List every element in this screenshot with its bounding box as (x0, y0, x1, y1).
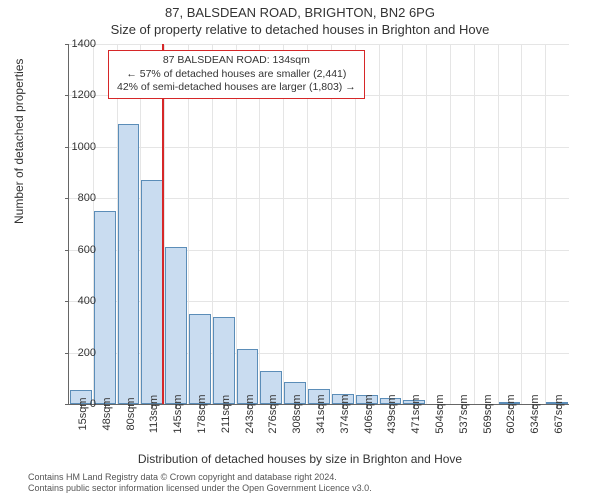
y-axis-label: Number of detached properties (12, 59, 26, 224)
histogram-bar (118, 124, 140, 404)
ytick-label: 400 (64, 295, 96, 307)
callout-line-3: 42% of semi-detached houses are larger (… (117, 81, 356, 95)
histogram-bar (165, 247, 187, 404)
footer-line-2: Contains public sector information licen… (28, 483, 580, 494)
xtick-label: 15sqm (77, 397, 89, 430)
xtick-label: 374sqm (339, 394, 351, 433)
gridline-v (379, 44, 380, 404)
xtick-label: 537sqm (458, 394, 470, 433)
xtick-label: 341sqm (315, 394, 327, 433)
ytick-label: 1000 (64, 141, 96, 153)
chart-address-title: 87, BALSDEAN ROAD, BRIGHTON, BN2 6PG (0, 5, 600, 20)
chart-subtitle: Size of property relative to detached ho… (0, 22, 600, 37)
xtick-label: 48sqm (101, 397, 113, 430)
gridline-v (498, 44, 499, 404)
chart-container: 87, BALSDEAN ROAD, BRIGHTON, BN2 6PG Siz… (0, 0, 600, 500)
xtick-label: 569sqm (482, 394, 494, 433)
ytick-label: 200 (64, 347, 96, 359)
xtick-label: 602sqm (505, 394, 517, 433)
histogram-bar (189, 314, 211, 404)
xtick-label: 243sqm (244, 394, 256, 433)
ytick-label: 1200 (64, 89, 96, 101)
footer-attribution: Contains HM Land Registry data © Crown c… (28, 472, 580, 494)
property-callout: 87 BALSDEAN ROAD: 134sqm← 57% of detache… (108, 50, 365, 99)
xtick-label: 211sqm (220, 395, 232, 433)
xtick-label: 276sqm (267, 394, 279, 433)
xtick-label: 634sqm (529, 394, 541, 433)
xtick-label: 113sqm (148, 395, 160, 433)
xtick-label: 504sqm (434, 394, 446, 433)
footer-line-1: Contains HM Land Registry data © Crown c… (28, 472, 580, 483)
gridline-v (474, 44, 475, 404)
xtick-label: 439sqm (386, 394, 398, 433)
ytick-label: 800 (64, 192, 96, 204)
gridline-v (402, 44, 403, 404)
gridline-h (69, 147, 569, 148)
gridline-v (521, 44, 522, 404)
x-axis-label: Distribution of detached houses by size … (0, 452, 600, 466)
xtick-label: 308sqm (291, 394, 303, 433)
xtick-label: 667sqm (553, 394, 565, 433)
xtick-label: 178sqm (196, 394, 208, 433)
xtick-label: 80sqm (125, 397, 137, 430)
callout-line-2: ← 57% of detached houses are smaller (2,… (117, 68, 356, 82)
xtick-label: 145sqm (172, 394, 184, 433)
ytick-label: 600 (64, 244, 96, 256)
gridline-h (69, 44, 569, 45)
gridline-v (426, 44, 427, 404)
gridline-v (450, 44, 451, 404)
callout-line-1: 87 BALSDEAN ROAD: 134sqm (117, 54, 356, 68)
ytick-label: 1400 (64, 38, 96, 50)
histogram-bar (213, 317, 235, 404)
gridline-v (545, 44, 546, 404)
histogram-bar (94, 211, 116, 404)
histogram-bar (141, 180, 163, 404)
xtick-label: 471sqm (410, 394, 422, 433)
xtick-label: 406sqm (363, 394, 375, 433)
